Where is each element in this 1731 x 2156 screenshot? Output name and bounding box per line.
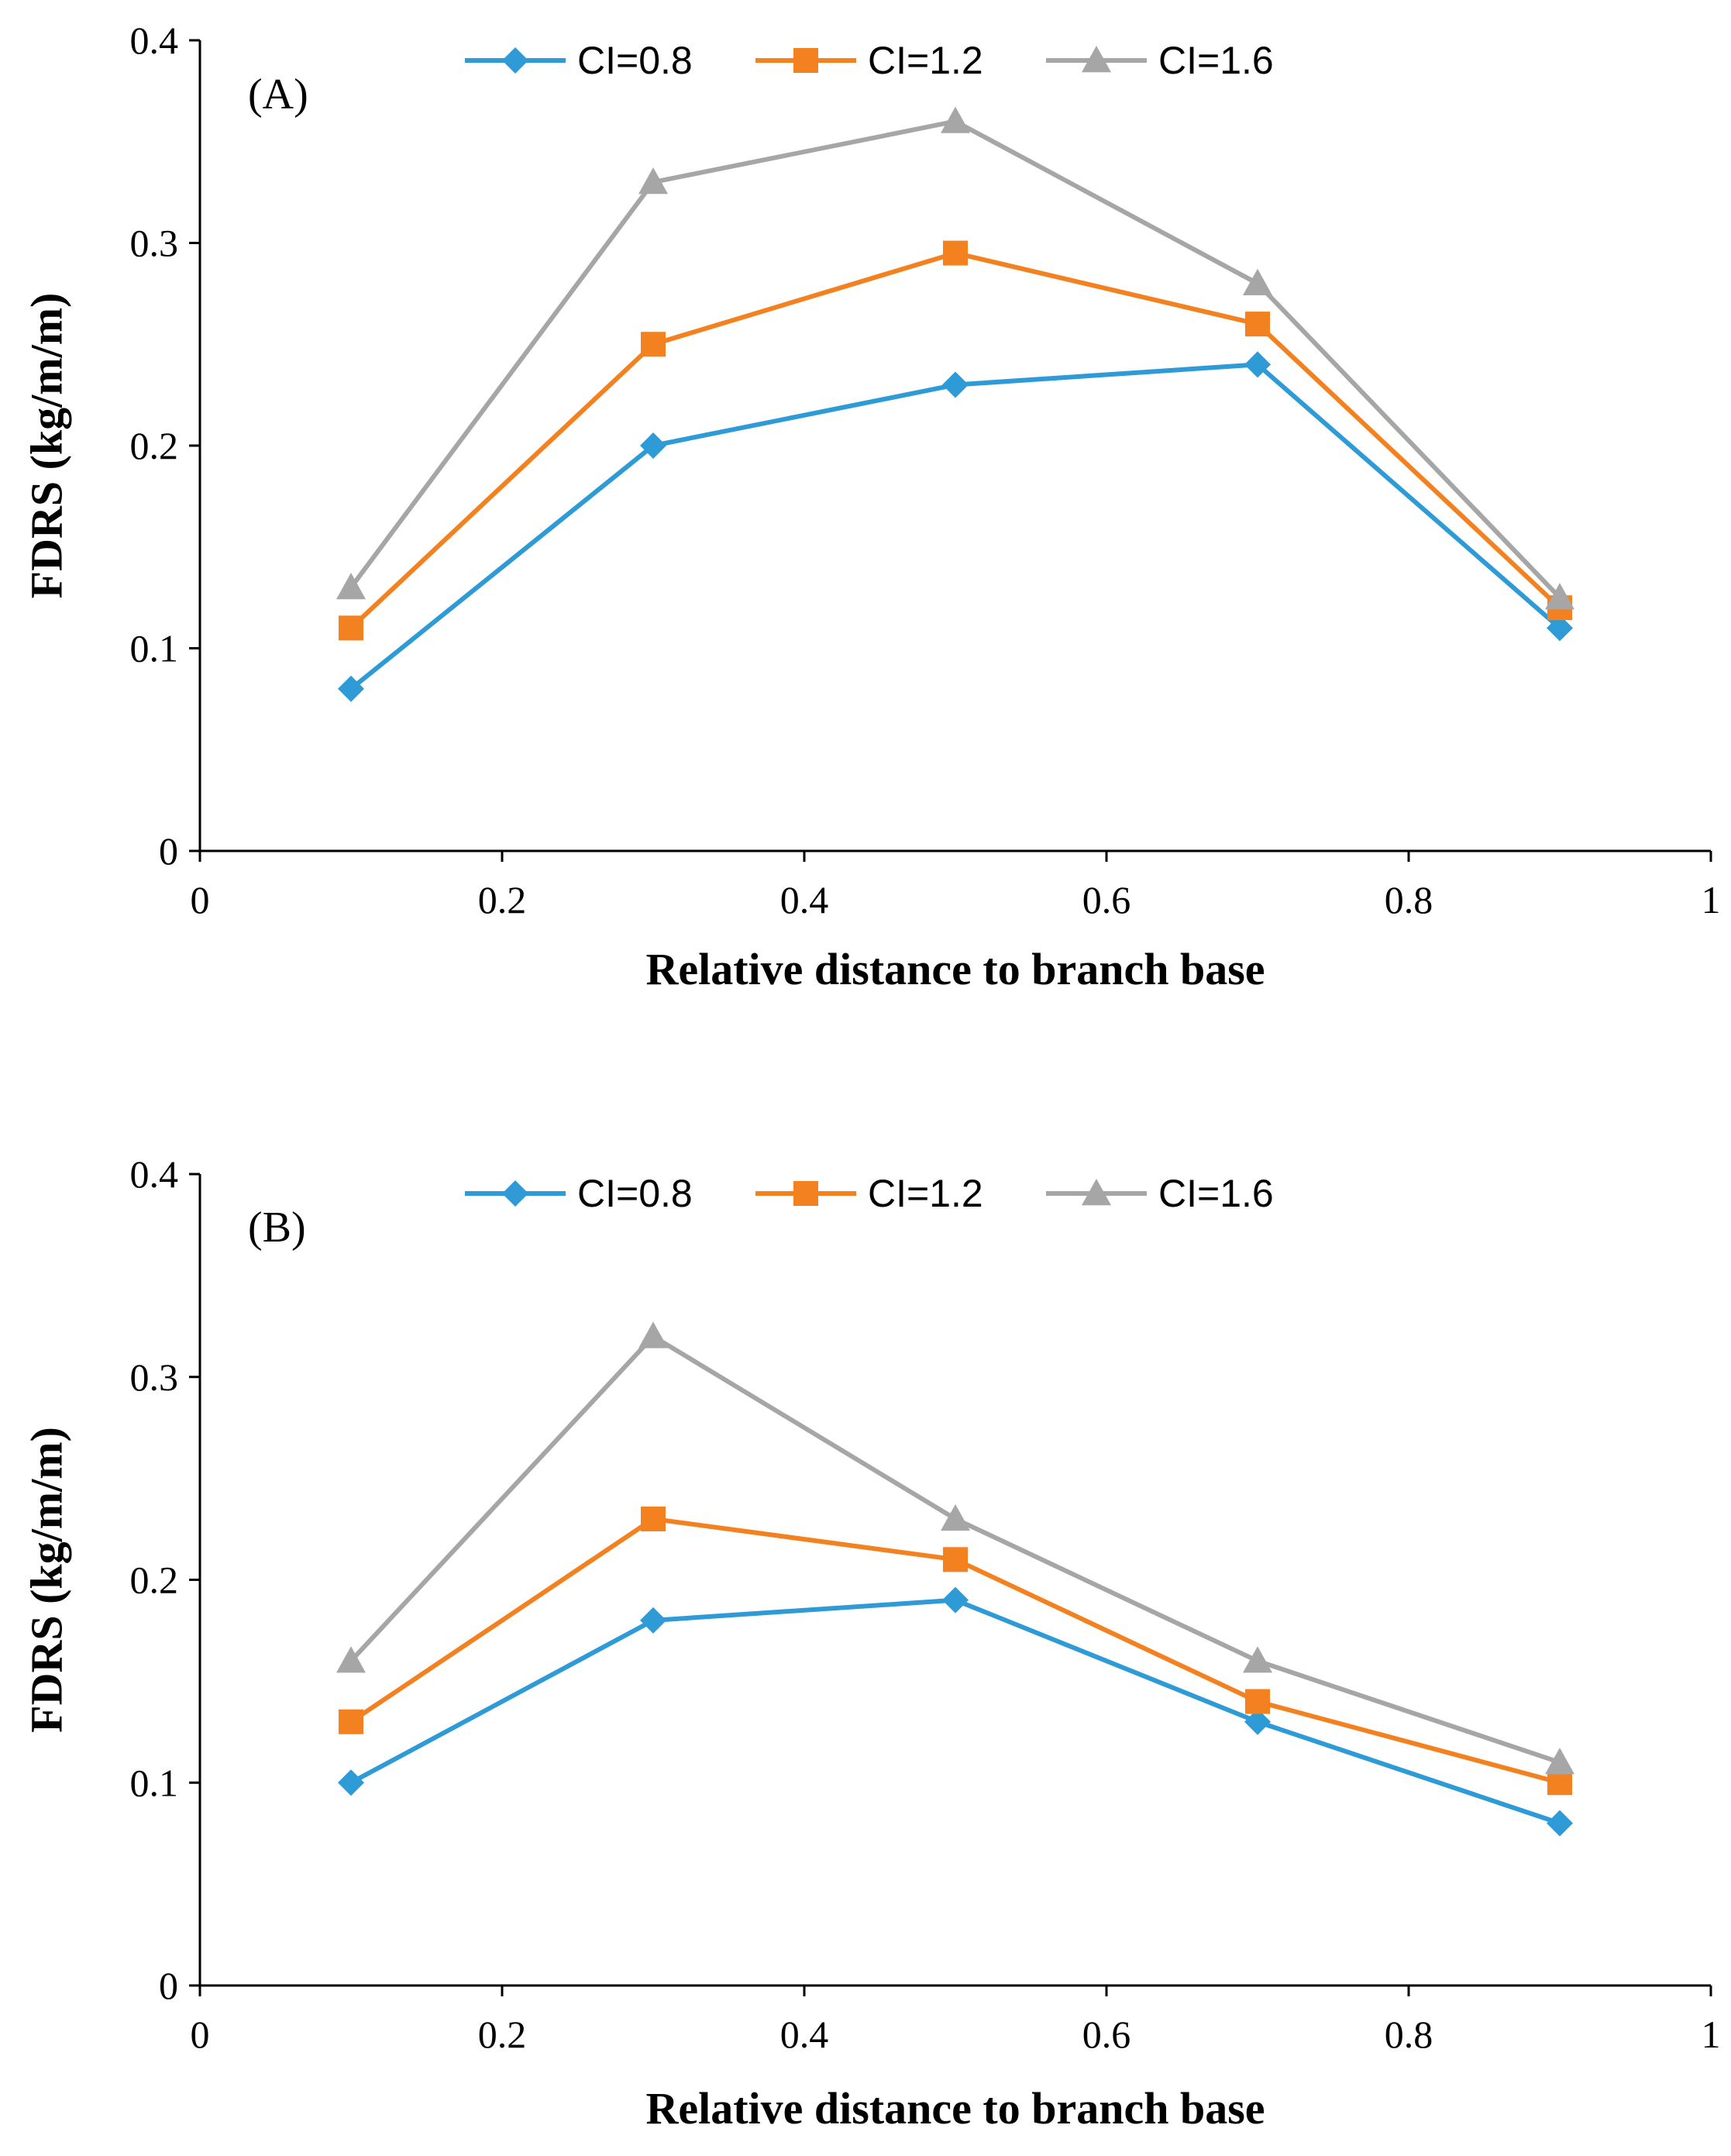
y-tick-label: 0.4 <box>130 1152 179 1196</box>
x-tick-label: 0.6 <box>1082 2013 1131 2056</box>
data-point <box>1547 615 1573 642</box>
data-point <box>339 1709 363 1734</box>
legend-label: CI=1.2 <box>868 39 983 82</box>
series-line-0 <box>349 1597 1561 1826</box>
data-point <box>640 432 666 459</box>
y-tick-label: 0.2 <box>130 1558 179 1602</box>
series-line-0 <box>349 362 1561 691</box>
series-line-2 <box>349 119 1562 600</box>
y-axis-title: FDRS (kg/m/m) <box>22 293 72 599</box>
data-point <box>1243 268 1272 295</box>
data-point <box>942 371 969 398</box>
x-tick-label: 0.8 <box>1385 878 1433 921</box>
legend-marker <box>1082 1179 1111 1206</box>
y-tick-label: 0.2 <box>130 424 179 467</box>
x-tick-label: 0 <box>191 878 210 921</box>
legend-label: CI=0.8 <box>577 39 693 82</box>
data-point <box>1244 1708 1271 1735</box>
y-axis-title: FDRS (kg/m/m) <box>22 1427 72 1733</box>
legend-marker <box>1082 46 1111 73</box>
data-point <box>1243 1646 1272 1673</box>
series-line-1 <box>349 250 1562 630</box>
y-tick-label: 0 <box>159 829 178 873</box>
data-point <box>1545 1748 1574 1775</box>
data-point <box>1547 1810 1573 1837</box>
data-point <box>338 675 364 702</box>
data-point <box>1245 1689 1270 1714</box>
data-point <box>336 573 366 600</box>
x-axis-title: Relative distance to branch base <box>645 2083 1265 2134</box>
data-point <box>1545 583 1574 610</box>
legend-marker <box>502 1180 528 1207</box>
legend-marker <box>793 1181 818 1206</box>
y-tick-label: 0.3 <box>130 222 179 265</box>
x-tick-label: 0.4 <box>780 2013 829 2056</box>
data-point <box>338 1769 364 1796</box>
x-tick-label: 0.2 <box>478 878 527 921</box>
data-point <box>641 332 666 357</box>
data-point <box>1547 1770 1572 1796</box>
data-point <box>640 1607 666 1634</box>
data-point <box>638 1321 668 1348</box>
y-tick-label: 0.3 <box>130 1355 179 1399</box>
data-point <box>641 1506 666 1531</box>
x-tick-label: 0.4 <box>780 878 829 921</box>
x-tick-label: 0.2 <box>478 2013 527 2056</box>
legend-label: CI=1.6 <box>1158 39 1274 82</box>
data-point <box>941 106 970 133</box>
chart-panel-b: 0 0.1 0.2 0.3 0.4 0 0.2 0.4 0.6 0.8 1 Relative dist… <box>22 1152 1721 2134</box>
legend-marker <box>793 48 818 73</box>
data-point <box>638 167 668 195</box>
y-tick-label: 0.4 <box>130 19 179 62</box>
data-point <box>336 1646 366 1673</box>
legend-label: CI=0.8 <box>577 1172 693 1215</box>
chart-panel-a: 0 0.1 0.2 0.3 0.4 0 0.2 0.4 0.6 0.8 1 Relative dist… <box>22 19 1721 994</box>
x-tick-label: 1 <box>1702 2013 1721 2056</box>
data-point <box>943 240 968 266</box>
panel-label: (B) <box>248 1204 306 1252</box>
x-tick-label: 0.8 <box>1385 2013 1433 2056</box>
data-point <box>941 1503 970 1531</box>
x-axis-title: Relative distance to branch base <box>645 944 1265 994</box>
data-point <box>1245 312 1270 337</box>
legend-marker <box>502 47 528 74</box>
y-tick-label: 0.1 <box>130 627 179 670</box>
legend-label: CI=1.6 <box>1158 1172 1274 1215</box>
y-tick-label: 0.1 <box>130 1761 179 1804</box>
data-point <box>1244 351 1271 378</box>
x-tick-label: 1 <box>1702 878 1721 921</box>
x-tick-label: 0.6 <box>1082 878 1131 921</box>
legend-label: CI=1.2 <box>868 1172 983 1215</box>
x-tick-label: 0 <box>191 2013 210 2056</box>
y-tick-label: 0 <box>159 1964 178 2007</box>
data-point <box>942 1586 969 1614</box>
data-point <box>339 615 363 641</box>
panel-label: (A) <box>248 71 308 119</box>
data-point <box>943 1547 968 1572</box>
